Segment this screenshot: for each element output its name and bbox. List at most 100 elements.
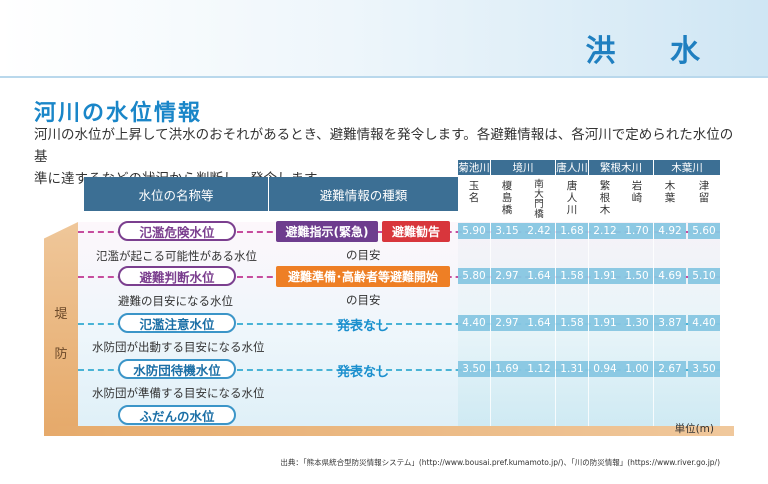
station-char: 留	[698, 192, 710, 204]
badge-evac-order: 避難指示(緊急)	[276, 221, 378, 242]
column-divider	[588, 160, 589, 426]
value-cell: 1.64	[523, 315, 555, 331]
header-level-name: 水位の名称等	[84, 177, 268, 211]
value-cell: 1.68	[556, 223, 588, 239]
header-evac-kind: 避難情報の種類	[268, 177, 458, 211]
value-cell: 3.50	[688, 361, 720, 377]
divider	[0, 76, 768, 78]
value-cell: 4.40	[458, 315, 490, 331]
station-char: 橋	[501, 204, 513, 216]
value-cell: 4.92	[654, 223, 686, 239]
levee-char-2: 防	[54, 347, 68, 362]
station-char: 繁	[599, 180, 611, 192]
river-header-haneki: 繁根木川	[589, 160, 653, 175]
station-iwasaki: 岩 崎	[621, 178, 653, 222]
station-char: 榎	[501, 180, 513, 192]
value-cell: 1.70	[621, 223, 653, 239]
section-title: 河川の水位情報	[34, 101, 203, 126]
station-konoha: 木 葉	[654, 178, 686, 222]
station-char: 南	[534, 179, 544, 190]
station-minamiomonbashi: 南 大 門 橋	[523, 178, 555, 222]
value-cell: 1.69	[491, 361, 523, 377]
column-divider	[490, 160, 491, 426]
value-cell: 1.50	[621, 268, 653, 284]
station-haneki: 繁 根 木	[589, 178, 621, 222]
levee-shape	[44, 222, 78, 428]
value-cell: 1.91	[589, 315, 621, 331]
value-cell: 1.31	[556, 361, 588, 377]
station-char: 崎	[631, 192, 643, 204]
value-cell: 2.97	[491, 268, 523, 284]
station-char: 橋	[534, 209, 544, 220]
station-char: 川	[566, 204, 578, 216]
river-header-tojin: 唐人川	[556, 160, 588, 175]
value-cell: 5.10	[688, 268, 720, 284]
river-header-sakai: 境川	[491, 160, 555, 175]
badge-note-1: の目安	[346, 248, 381, 262]
value-cell: 3.15	[491, 223, 523, 239]
badge-evac-prepare: 避難準備･高齢者等避難開始	[276, 266, 450, 287]
station-tsuru: 津 留	[688, 178, 720, 222]
level-caution-label: 氾濫注意水位	[118, 313, 236, 333]
station-char: 唐	[566, 180, 578, 192]
value-cell: 3.50	[458, 361, 490, 377]
column-divider	[555, 160, 556, 426]
station-char: 大	[534, 189, 544, 200]
river-header-konoha: 木葉川	[654, 160, 720, 175]
level-standby-label: 水防団待機水位	[118, 359, 236, 379]
station-char: 玉	[468, 180, 480, 192]
intro-line-1: 河川の水位が上昇して洪水のおそれがあるとき、避難情報を発令します。各避難情報は、…	[34, 127, 734, 165]
source-citation: 出典：「熊本県統合型防災情報システム」(http://www.bousai.pr…	[280, 458, 720, 467]
level-normal-label: ふだんの水位	[118, 405, 236, 425]
page-title: 洪 水	[585, 34, 722, 69]
value-cell: 1.00	[621, 361, 653, 377]
station-char: 葉	[664, 192, 676, 204]
level-line-caution	[78, 323, 720, 325]
station-char: 木	[599, 204, 611, 216]
level-danger-label: 氾濫危険水位	[118, 221, 236, 241]
column-divider	[653, 160, 654, 426]
level-evac-label: 避難判断水位	[118, 266, 236, 286]
value-cell: 3.87	[654, 315, 686, 331]
levee-label: 堤 防	[52, 295, 70, 375]
status-none-2: 発表なし	[337, 365, 390, 380]
badge-evac-advisory: 避難勧告	[382, 221, 450, 242]
value-cell: 1.91	[589, 268, 621, 284]
station-char: 木	[664, 180, 676, 192]
value-cell: 1.30	[621, 315, 653, 331]
value-cell: 1.58	[556, 315, 588, 331]
value-cell: 2.42	[523, 223, 555, 239]
station-char: 名	[468, 192, 480, 204]
value-cell: 2.67	[654, 361, 686, 377]
value-cell: 0.94	[589, 361, 621, 377]
badge-note-2: の目安	[346, 293, 381, 307]
level-danger-desc: 氾濫が起こる可能性がある水位	[96, 249, 257, 263]
level-evac-desc: 避難の目安になる水位	[118, 294, 233, 308]
station-char: 門	[534, 199, 544, 210]
levee-char-1: 堤	[54, 307, 68, 322]
value-cell: 1.64	[523, 268, 555, 284]
station-tojingawa: 唐 人 川	[556, 178, 588, 222]
value-cell: 4.69	[654, 268, 686, 284]
value-cell: 1.58	[556, 268, 588, 284]
unit-label: 単位(m)	[674, 423, 714, 435]
level-standby-desc: 水防団が準備する目安になる水位	[92, 386, 265, 400]
value-cell: 2.97	[491, 315, 523, 331]
value-cell: 5.80	[458, 268, 490, 284]
station-char: 津	[698, 180, 710, 192]
value-cell: 2.12	[589, 223, 621, 239]
station-char: 根	[599, 192, 611, 204]
river-header-kikuchi: 菊池川	[458, 160, 490, 175]
status-none-1: 発表なし	[337, 319, 390, 334]
value-cell: 1.12	[523, 361, 555, 377]
station-char: 人	[566, 192, 578, 204]
value-cell: 4.40	[688, 315, 720, 331]
ground	[44, 426, 734, 436]
station-enoshimabashi: 榎 島 橋	[491, 178, 523, 222]
value-cell: 5.60	[688, 223, 720, 239]
value-cell: 5.90	[458, 223, 490, 239]
level-line-standby	[78, 369, 720, 371]
station-char: 島	[501, 192, 513, 204]
station-char: 岩	[631, 180, 643, 192]
station-tamana: 玉 名	[458, 178, 490, 222]
